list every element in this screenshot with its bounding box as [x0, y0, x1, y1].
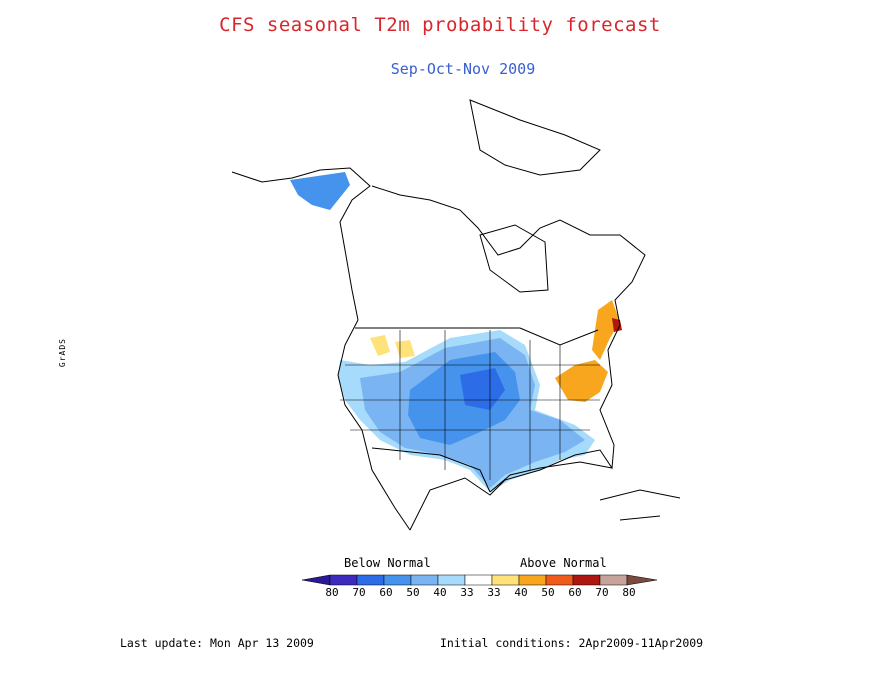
midatlantic-above-area	[555, 360, 608, 402]
legend-below-label: Below Normal	[344, 556, 431, 570]
northeast-above-area	[592, 300, 620, 360]
legend-tick-label: 60	[379, 586, 393, 599]
legend-tick-label: 80	[325, 586, 339, 599]
legend-tip-below	[301, 574, 331, 586]
hudson-bay-outline	[479, 224, 549, 293]
legend-tick-label: 60	[568, 586, 582, 599]
legend-tick-label: 50	[541, 586, 555, 599]
legend-swatch-above	[518, 574, 547, 586]
legend-above-label: Above Normal	[520, 556, 607, 570]
greenland-outline	[469, 99, 601, 176]
legend-swatch-below	[383, 574, 412, 586]
alaska-below-area	[290, 172, 350, 210]
legend-swatch-above	[572, 574, 601, 586]
legend-swatch-below	[356, 574, 385, 586]
gulf-coast	[489, 461, 613, 493]
legend-tick-label: 70	[352, 586, 366, 599]
legend-neutral-swatch	[464, 574, 493, 586]
coastlines	[231, 99, 681, 531]
legend-tick-label: 40	[433, 586, 447, 599]
map-subtitle: Sep-Oct-Nov 2009	[390, 60, 536, 78]
montana-above-area-2	[395, 340, 415, 358]
legend-swatch-below	[437, 574, 466, 586]
legend-swatch-below	[329, 574, 358, 586]
alaska-outline	[231, 167, 371, 321]
legend-swatch-above	[491, 574, 520, 586]
legend-tick-label: 50	[406, 586, 420, 599]
legend-swatch-below	[410, 574, 439, 586]
state-borders	[340, 330, 600, 480]
legend-tick-label: 33	[487, 586, 501, 599]
plains-below-deep-area	[460, 368, 505, 410]
legend-tick-label: 80	[622, 586, 636, 599]
montana-above-area	[370, 335, 390, 356]
legend-tick-label: 33	[460, 586, 474, 599]
legend-swatch-above	[599, 574, 628, 586]
last-update-text: Last update: Mon Apr 13 2009	[120, 636, 314, 650]
legend-tick-label: 70	[595, 586, 609, 599]
initial-conditions-text: Initial conditions: 2Apr2009-11Apr2009	[440, 636, 704, 650]
legend-tick-label: 40	[514, 586, 528, 599]
north-america-outline	[337, 185, 646, 531]
legend-swatch-above	[545, 574, 574, 586]
caribbean-islands	[599, 489, 681, 521]
map-title: CFS seasonal T2m probability forecast	[219, 14, 661, 36]
mexico-border	[371, 447, 491, 493]
legend-colorbar	[301, 574, 658, 586]
below-normal-shading	[290, 172, 595, 492]
legend-tip-above	[626, 574, 658, 586]
